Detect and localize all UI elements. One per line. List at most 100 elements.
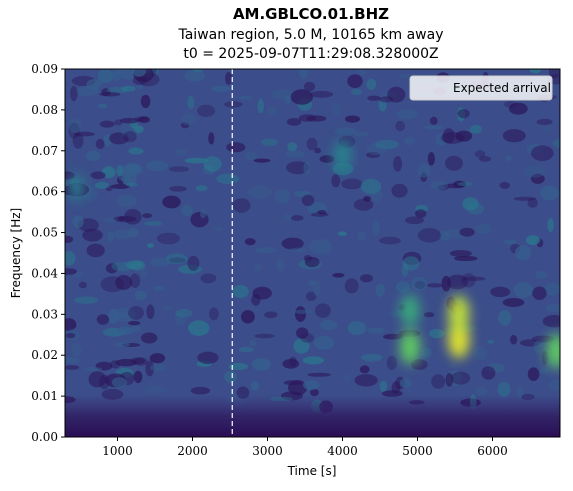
texture-blob bbox=[462, 276, 486, 281]
texture-blob bbox=[131, 325, 142, 333]
texture-blob bbox=[315, 303, 331, 318]
texture-blob bbox=[254, 333, 275, 339]
texture-blob bbox=[372, 221, 380, 236]
texture-blob bbox=[525, 235, 540, 246]
texture-blob bbox=[94, 181, 110, 189]
texture-blob bbox=[403, 137, 415, 146]
texture-blob bbox=[421, 347, 432, 358]
texture-blob bbox=[524, 165, 546, 178]
texture-blob bbox=[374, 139, 399, 150]
texture-blob bbox=[366, 143, 387, 156]
texture-blob bbox=[70, 343, 83, 357]
texture-blob bbox=[181, 204, 193, 217]
y-tick-label: 0.04 bbox=[31, 266, 58, 280]
texture-blob bbox=[445, 155, 463, 171]
texture-blob bbox=[545, 304, 560, 313]
texture-blob bbox=[499, 181, 510, 189]
texture-blob bbox=[430, 181, 448, 190]
texture-blob bbox=[145, 160, 169, 172]
texture-blob bbox=[282, 359, 300, 369]
texture-blob bbox=[283, 380, 302, 386]
texture-blob bbox=[486, 339, 495, 344]
texture-blob bbox=[290, 215, 304, 221]
texture-blob bbox=[65, 251, 76, 266]
texture-blob bbox=[225, 71, 233, 85]
texture-blob bbox=[65, 365, 80, 370]
texture-blob bbox=[294, 190, 311, 197]
texture-blob bbox=[254, 247, 277, 254]
texture-blob bbox=[116, 164, 124, 177]
texture-blob bbox=[238, 95, 253, 100]
chart-subtitle-location: Taiwan region, 5.0 M, 10165 km away bbox=[177, 27, 443, 43]
texture-blob bbox=[411, 276, 428, 291]
texture-blob bbox=[415, 209, 427, 218]
texture-blob bbox=[228, 362, 248, 371]
texture-blob bbox=[532, 286, 547, 300]
texture-blob bbox=[253, 158, 271, 163]
texture-blob bbox=[423, 312, 435, 318]
texture-blob bbox=[417, 163, 431, 178]
texture-blob bbox=[200, 273, 217, 284]
texture-blob bbox=[149, 257, 171, 267]
texture-blob bbox=[253, 263, 262, 271]
energy-hotspot bbox=[448, 295, 470, 334]
texture-blob bbox=[451, 371, 471, 385]
texture-blob bbox=[82, 228, 103, 242]
texture-blob bbox=[457, 109, 470, 119]
texture-blob bbox=[208, 132, 215, 145]
texture-blob bbox=[72, 215, 84, 229]
texture-blob bbox=[115, 194, 137, 208]
texture-blob bbox=[448, 363, 457, 369]
texture-blob bbox=[474, 150, 486, 158]
texture-blob bbox=[424, 125, 443, 130]
texture-blob bbox=[396, 109, 418, 120]
texture-blob bbox=[307, 372, 331, 377]
texture-blob bbox=[347, 74, 363, 88]
texture-blob bbox=[153, 285, 165, 291]
texture-blob bbox=[306, 137, 318, 151]
texture-blob bbox=[472, 345, 488, 361]
texture-blob bbox=[502, 239, 517, 245]
texture-blob bbox=[344, 373, 351, 382]
texture-blob bbox=[276, 258, 285, 272]
texture-blob bbox=[216, 173, 239, 184]
texture-blob bbox=[132, 69, 147, 77]
texture-blob bbox=[331, 174, 341, 188]
texture-blob bbox=[117, 326, 134, 335]
texture-blob bbox=[85, 150, 101, 161]
texture-blob bbox=[391, 381, 401, 394]
texture-blob bbox=[129, 273, 141, 288]
texture-blob bbox=[360, 274, 373, 283]
texture-blob bbox=[383, 333, 404, 340]
texture-blob bbox=[281, 237, 304, 250]
texture-blob bbox=[509, 334, 518, 345]
texture-blob bbox=[266, 105, 278, 116]
texture-blob bbox=[203, 156, 222, 172]
texture-blob bbox=[457, 182, 474, 187]
texture-blob bbox=[134, 116, 148, 122]
texture-blob bbox=[386, 355, 397, 370]
texture-blob bbox=[111, 184, 130, 189]
texture-blob bbox=[74, 271, 84, 279]
texture-blob bbox=[474, 386, 488, 397]
texture-blob bbox=[190, 386, 211, 395]
texture-blob bbox=[271, 89, 295, 100]
texture-blob bbox=[103, 217, 117, 223]
texture-blob bbox=[393, 156, 403, 172]
texture-blob bbox=[119, 117, 140, 124]
texture-blob bbox=[65, 268, 77, 275]
y-tick-label: 0.00 bbox=[31, 430, 58, 444]
x-tick-label: 3000 bbox=[252, 444, 283, 458]
texture-blob bbox=[429, 116, 438, 125]
texture-blob bbox=[174, 148, 188, 156]
texture-blob bbox=[303, 162, 311, 175]
texture-blob bbox=[180, 122, 190, 129]
texture-blob bbox=[332, 273, 345, 278]
texture-blob bbox=[187, 255, 200, 271]
texture-blob bbox=[461, 273, 476, 288]
texture-blob bbox=[544, 282, 560, 296]
texture-blob bbox=[314, 147, 321, 154]
texture-blob bbox=[548, 379, 560, 391]
texture-blob bbox=[113, 229, 132, 240]
texture-blob bbox=[168, 257, 186, 263]
